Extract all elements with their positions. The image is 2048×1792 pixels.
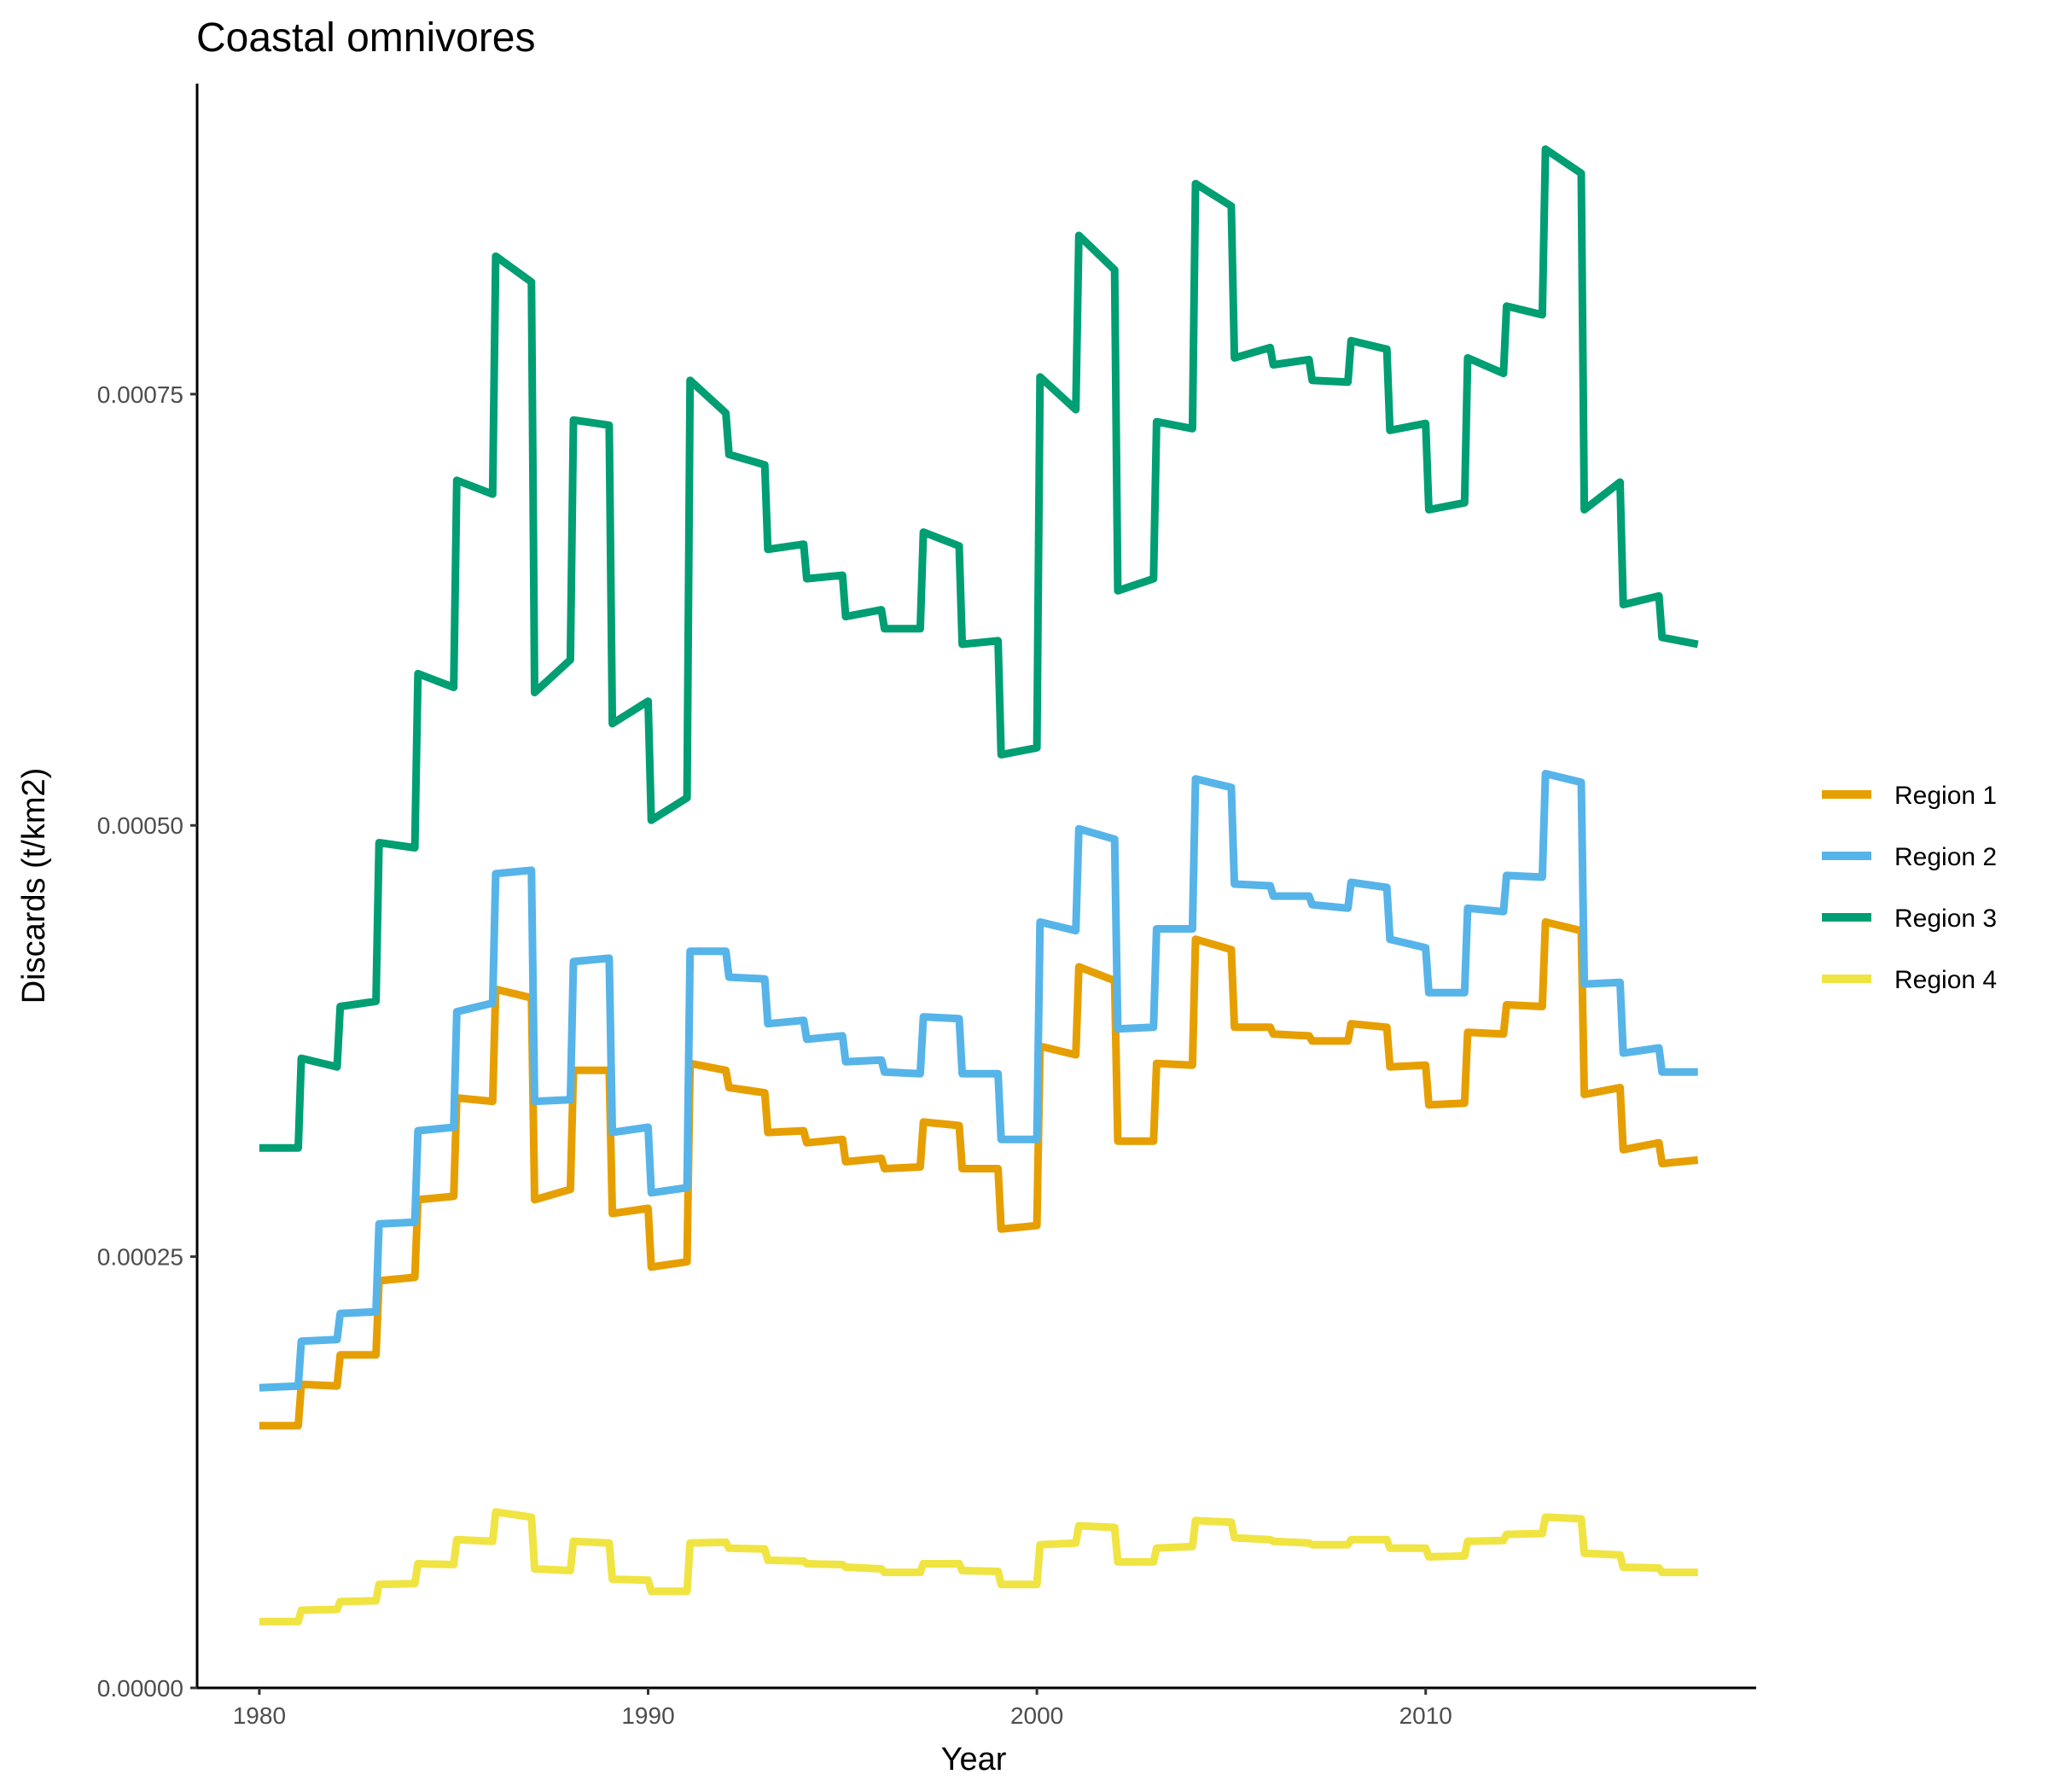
legend-label: Region 4: [1894, 966, 1997, 994]
series-line-region-3: [259, 145, 1699, 1152]
x-tick-label: 1990: [621, 1702, 674, 1729]
legend: Region 1 Region 2 Region 3 Region 4: [1822, 782, 1997, 994]
y-tick-label: 0.00000: [97, 1675, 183, 1702]
y-axis-title: Discards (t/km2): [16, 768, 52, 1004]
legend-label: Region 2: [1894, 843, 1997, 871]
y-tick-label: 0.00025: [97, 1244, 183, 1271]
y-axis-ticks: 0.00000 0.00025 0.00050 0.00075: [97, 381, 197, 1702]
series-line-region-2: [259, 770, 1698, 1392]
legend-label: Region 3: [1894, 905, 1997, 933]
x-axis-ticks: 1980 1990 2000 2010: [233, 1688, 1452, 1729]
x-axis-title: Year: [941, 1742, 1007, 1777]
x-tick-label: 2000: [1010, 1702, 1063, 1729]
y-tick-label: 0.00075: [97, 381, 183, 408]
x-tick-label: 1980: [233, 1702, 286, 1729]
series-layer: [259, 145, 1699, 1626]
x-tick-label: 2010: [1399, 1702, 1452, 1729]
series-line-region-1: [259, 918, 1699, 1430]
y-tick-label: 0.00050: [97, 812, 183, 839]
series-line-region-4: [259, 1508, 1698, 1626]
legend-label: Region 1: [1894, 782, 1997, 810]
chart-title: Coastal omnivores: [196, 15, 536, 61]
